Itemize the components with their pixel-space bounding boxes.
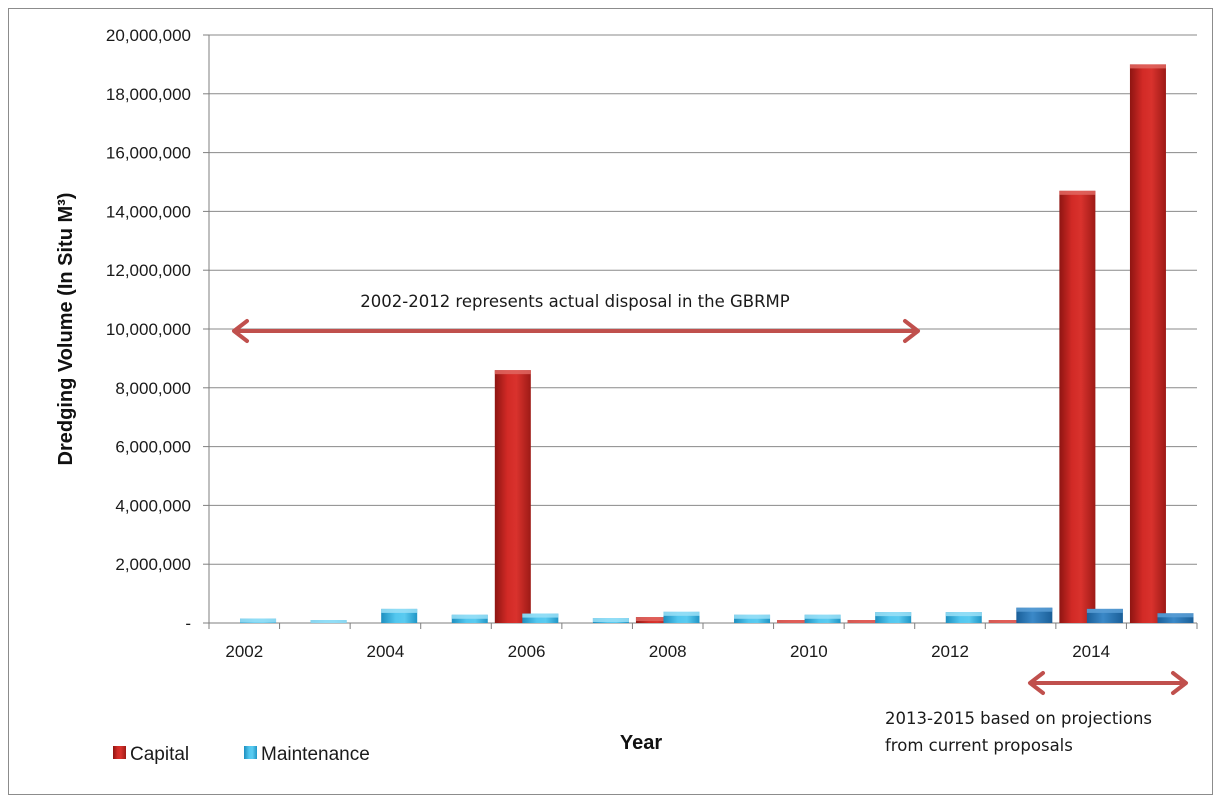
maintenance-bar-cap bbox=[1016, 607, 1053, 612]
maintenance-bar-body bbox=[451, 614, 488, 623]
maintenance-bar-cap bbox=[734, 614, 771, 619]
maintenance-bar-body bbox=[663, 611, 700, 623]
maintenance-bar-cap bbox=[592, 618, 629, 623]
x-tick-label: 2014 bbox=[1072, 642, 1110, 661]
y-tick-label: 14,000,000 bbox=[106, 202, 191, 221]
actual-disposal-arrow bbox=[232, 319, 920, 343]
maintenance-bar-cap bbox=[663, 611, 700, 616]
maintenance-bar bbox=[1086, 608, 1123, 623]
maintenance-bar bbox=[875, 612, 912, 623]
maintenance-bar-body bbox=[945, 612, 982, 623]
capital-bar-body bbox=[1059, 190, 1096, 623]
capital-bar-cap bbox=[494, 370, 531, 375]
y-tick-label: - bbox=[185, 614, 191, 633]
y-tick-label: 4,000,000 bbox=[115, 496, 191, 515]
x-tick-label: 2012 bbox=[931, 642, 969, 661]
maintenance-bar bbox=[381, 608, 418, 623]
maintenance-bar-body bbox=[875, 612, 912, 623]
chart-frame: - 2,000,000 4,000,000 6,000,000 8,000,000 10,… bbox=[8, 8, 1213, 795]
x-axis-title: Year bbox=[620, 732, 662, 754]
capital-bar bbox=[777, 620, 814, 623]
capital-bar bbox=[847, 620, 884, 623]
maintenance-bar bbox=[663, 611, 700, 623]
capital-bar-body bbox=[494, 370, 531, 623]
annotations: 2002-2012 represents actual disposal in … bbox=[232, 292, 1188, 755]
maintenance-bar bbox=[945, 612, 982, 623]
bars bbox=[240, 64, 1194, 623]
capital-bar-cap bbox=[847, 620, 884, 623]
dredging-volume-chart: - 2,000,000 4,000,000 6,000,000 8,000,000 10,… bbox=[55, 26, 1198, 765]
maintenance-bar-cap bbox=[451, 614, 488, 619]
y-tick-label: 10,000,000 bbox=[106, 320, 191, 339]
maintenance-bar bbox=[310, 620, 347, 623]
x-tick-label: 2002 bbox=[225, 642, 263, 661]
x-tick-label: 2008 bbox=[649, 642, 687, 661]
y-tick-label: 20,000,000 bbox=[106, 26, 191, 45]
maintenance-bar-cap bbox=[945, 612, 982, 617]
y-tick-label: 6,000,000 bbox=[115, 438, 191, 457]
y-tick-label: 16,000,000 bbox=[106, 144, 191, 163]
legend-item-capital: Capital bbox=[113, 744, 189, 765]
x-tick-label: 2006 bbox=[508, 642, 546, 661]
x-axis-ticks: 2002 2004 2006 2008 2010 2012 2014 bbox=[225, 642, 1110, 661]
legend-item-maintenance: Maintenance bbox=[244, 744, 370, 765]
maintenance-bar-cap bbox=[804, 614, 841, 619]
capital-bar-cap bbox=[1059, 190, 1096, 195]
maintenance-bar-body bbox=[734, 614, 771, 623]
y-tick-label: 8,000,000 bbox=[115, 379, 191, 398]
maintenance-bar-cap bbox=[240, 618, 277, 623]
maintenance-bar bbox=[734, 614, 771, 623]
maintenance-bar-cap bbox=[310, 620, 347, 623]
capital-bar bbox=[988, 620, 1025, 623]
x-tick-label: 2010 bbox=[790, 642, 828, 661]
capital-bar bbox=[1129, 64, 1166, 623]
capital-bar-cap bbox=[635, 617, 672, 622]
legend-swatch bbox=[244, 746, 257, 759]
capital-bar bbox=[635, 617, 672, 623]
legend-swatch bbox=[113, 746, 126, 759]
legend: Capital Maintenance bbox=[113, 744, 370, 765]
maintenance-bar-body bbox=[1157, 613, 1194, 623]
actual-disposal-note: 2002-2012 represents actual disposal in … bbox=[360, 292, 790, 311]
y-tick-label: 18,000,000 bbox=[106, 85, 191, 104]
maintenance-bar-cap bbox=[1086, 608, 1123, 613]
y-tick-label: 12,000,000 bbox=[106, 261, 191, 280]
projection-note-line: 2013-2015 based on projections bbox=[885, 709, 1152, 728]
capital-bar-cap bbox=[1129, 64, 1166, 69]
capital-bar-body bbox=[1129, 64, 1166, 623]
maintenance-bar bbox=[240, 618, 277, 623]
maintenance-bar-cap bbox=[875, 612, 912, 617]
maintenance-bar bbox=[522, 613, 559, 623]
maintenance-bar-cap bbox=[381, 608, 418, 613]
projection-arrow bbox=[1028, 671, 1188, 695]
capital-bar bbox=[494, 370, 531, 623]
maintenance-bar bbox=[1157, 613, 1194, 623]
y-tick-label: 2,000,000 bbox=[115, 555, 191, 574]
maintenance-bar-cap bbox=[1157, 613, 1194, 618]
maintenance-bar-cap bbox=[522, 613, 559, 618]
y-axis-ticks: - 2,000,000 4,000,000 6,000,000 8,000,000 10,… bbox=[106, 26, 191, 633]
legend-label: Capital bbox=[130, 744, 189, 765]
maintenance-bar bbox=[451, 614, 488, 623]
y-axis-title: Dredging Volume (In Situ M³) bbox=[55, 193, 77, 466]
maintenance-bar bbox=[592, 618, 629, 623]
maintenance-bar-body bbox=[522, 613, 559, 623]
projection-note-line: from current proposals bbox=[885, 736, 1073, 755]
capital-bar-cap bbox=[988, 620, 1025, 623]
legend-label: Maintenance bbox=[261, 744, 370, 765]
capital-bar-cap bbox=[777, 620, 814, 623]
maintenance-bar bbox=[804, 614, 841, 623]
x-tick-label: 2004 bbox=[367, 642, 405, 661]
capital-bar bbox=[1059, 190, 1096, 623]
maintenance-bar bbox=[1016, 607, 1053, 623]
maintenance-bar-body bbox=[804, 614, 841, 623]
